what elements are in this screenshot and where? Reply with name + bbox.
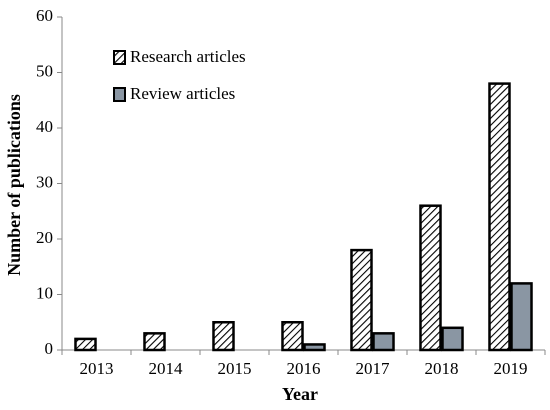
bar [441,326,464,352]
y-tick-label: 40 [36,117,53,136]
bar [143,332,166,352]
y-axis-title: Number of publications [4,94,24,276]
bar [419,204,442,352]
y-tick-label: 10 [36,283,53,302]
bar [488,82,511,352]
bar [281,321,304,352]
bar [212,321,235,352]
x-axis-title: Year [282,384,318,404]
bar [350,248,373,352]
bar [372,332,395,352]
legend-swatch [113,50,126,65]
y-tick-label: 0 [45,339,54,358]
x-tick-label: 2014 [149,359,184,378]
x-tick-label: 2015 [218,359,252,378]
legend-label: Research articles [130,47,246,66]
legend-swatch [113,87,126,102]
bar [510,282,533,352]
y-tick-label: 50 [36,61,53,80]
y-tick-label: 60 [36,6,53,25]
x-tick-label: 2018 [425,359,459,378]
x-tick-label: 2016 [287,359,321,378]
x-tick-label: 2017 [356,359,391,378]
legend-label: Review articles [130,84,235,103]
x-tick-label: 2019 [494,359,528,378]
x-tick-label: 2013 [80,359,114,378]
y-tick-label: 30 [36,172,53,191]
bar [303,343,326,352]
bar [74,337,97,352]
y-tick-label: 20 [36,228,53,247]
